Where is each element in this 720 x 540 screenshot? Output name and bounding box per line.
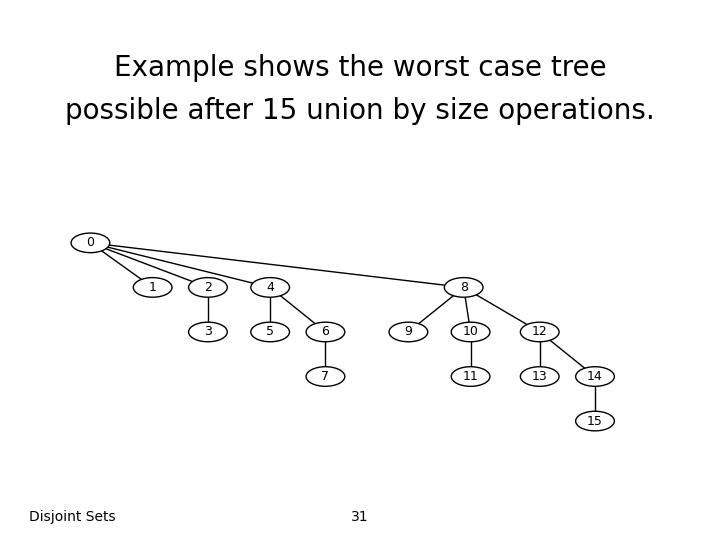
Text: 3: 3 <box>204 326 212 339</box>
Text: Disjoint Sets: Disjoint Sets <box>29 510 115 524</box>
Text: 1: 1 <box>149 281 156 294</box>
Text: 12: 12 <box>532 326 548 339</box>
Ellipse shape <box>444 278 483 297</box>
Text: 5: 5 <box>266 326 274 339</box>
Ellipse shape <box>189 278 228 297</box>
Ellipse shape <box>306 367 345 386</box>
Text: 10: 10 <box>463 326 479 339</box>
Text: 8: 8 <box>459 281 468 294</box>
Text: 7: 7 <box>321 370 330 383</box>
Ellipse shape <box>451 322 490 342</box>
Text: 13: 13 <box>532 370 548 383</box>
Text: 0: 0 <box>86 237 94 249</box>
Ellipse shape <box>521 322 559 342</box>
Ellipse shape <box>133 278 172 297</box>
Text: 6: 6 <box>322 326 329 339</box>
Ellipse shape <box>521 367 559 386</box>
Text: 2: 2 <box>204 281 212 294</box>
Ellipse shape <box>251 278 289 297</box>
Ellipse shape <box>451 367 490 386</box>
Ellipse shape <box>71 233 109 253</box>
Ellipse shape <box>189 322 228 342</box>
Ellipse shape <box>389 322 428 342</box>
Text: 31: 31 <box>351 510 369 524</box>
Text: Example shows the worst case tree: Example shows the worst case tree <box>114 54 606 82</box>
Text: 15: 15 <box>587 415 603 428</box>
Text: 11: 11 <box>463 370 479 383</box>
Text: 4: 4 <box>266 281 274 294</box>
Ellipse shape <box>576 411 614 431</box>
Text: possible after 15 union by size operations.: possible after 15 union by size operatio… <box>65 97 655 125</box>
Text: 14: 14 <box>587 370 603 383</box>
Text: 9: 9 <box>405 326 413 339</box>
Ellipse shape <box>251 322 289 342</box>
Ellipse shape <box>576 367 614 386</box>
Ellipse shape <box>306 322 345 342</box>
